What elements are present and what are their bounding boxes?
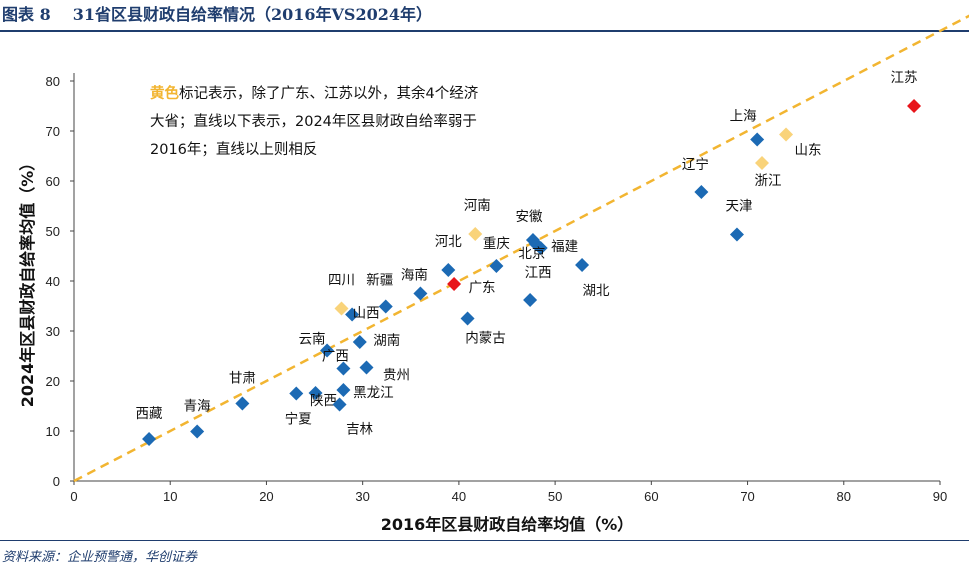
x-tick-label: 10 [163, 489, 177, 504]
data-point-marker [528, 237, 543, 251]
chart-annotation: 黄色标记表示，除了广东、江苏以外，其余4个经济大省；直线以下表示，2024年区县… [150, 80, 490, 164]
data-point-label: 江西 [525, 265, 552, 281]
data-point-label: 陕西 [310, 393, 337, 409]
data-point-marker [779, 127, 794, 142]
data-point-marker [729, 227, 744, 242]
y-tick-label: 80 [46, 74, 60, 89]
data-point-label: 湖南 [373, 333, 400, 349]
data-point-label: 上海 [730, 109, 757, 125]
title-rule [0, 30, 969, 32]
data-point-label: 福建 [551, 239, 578, 255]
data-point-label: 山东 [795, 143, 822, 159]
annotation-highlight: 黄色 [150, 86, 179, 102]
data-point-marker [907, 99, 922, 113]
data-point-label: 广西 [322, 349, 349, 365]
data-point-marker [575, 258, 590, 272]
y-tick-label: 30 [46, 324, 60, 339]
data-point-marker [289, 386, 304, 401]
x-tick-label: 0 [70, 489, 77, 504]
x-tick-label: 70 [740, 489, 754, 504]
data-point-marker [378, 299, 393, 314]
x-axis-title: 2016年区县财政自给率均值（%） [381, 515, 634, 534]
data-point-marker [352, 335, 367, 349]
y-tick-label: 40 [46, 274, 60, 289]
data-point-label: 吉林 [346, 422, 373, 438]
data-point-marker [754, 156, 769, 170]
data-point-label: 内蒙古 [465, 331, 506, 347]
y-tick-label: 60 [46, 174, 60, 189]
data-point-marker [308, 386, 323, 400]
data-point-label: 四川 [328, 273, 355, 289]
y-tick-label: 20 [46, 374, 60, 389]
data-point-label: 海南 [401, 268, 428, 284]
source-rule [0, 540, 969, 541]
data-point-marker [447, 277, 462, 291]
data-point-label: 云南 [299, 332, 326, 348]
data-point-label: 安徽 [515, 209, 543, 225]
data-point-label: 黑龙江 [353, 385, 394, 401]
data-point-label: 新疆 [366, 273, 393, 289]
y-tick-label: 0 [53, 474, 60, 489]
data-point-label: 西藏 [136, 406, 163, 422]
data-point-label: 辽宁 [682, 156, 709, 173]
x-tick-label: 20 [259, 489, 273, 504]
data-point-marker [334, 301, 349, 316]
data-point-label: 宁夏 [285, 411, 312, 428]
data-point-label: 重庆 [483, 236, 510, 252]
reference-line [73, 14, 969, 483]
data-point-label: 山西 [353, 306, 380, 322]
data-point-label: 江苏 [891, 70, 918, 86]
figure-title-text: 31省区县财政自给率情况（2016年VS2024年） [72, 5, 433, 24]
data-point-label: 甘肃 [229, 371, 256, 387]
data-point-label: 青海 [184, 399, 211, 415]
data-point-label: 天津 [725, 199, 752, 215]
data-point-label: 北京 [518, 246, 545, 262]
x-tick-label: 40 [452, 489, 466, 504]
data-point-marker [694, 185, 709, 199]
data-point-marker [336, 383, 351, 397]
x-tick-label: 90 [933, 489, 947, 504]
data-point-marker [750, 132, 765, 147]
annotation-text: 标记表示，除了广东、江苏以外，其余4个经济大省；直线以下表示，2024年区县财政… [150, 86, 479, 158]
figure-title: 图表 8 31省区县财政自给率情况（2016年VS2024年） [2, 3, 967, 31]
data-point-marker [413, 286, 428, 301]
data-point-marker [460, 311, 475, 326]
data-point-marker [468, 227, 483, 241]
source-text: 资料来源：企业预警通，华创证券 [2, 550, 198, 565]
data-point-label: 贵州 [383, 368, 410, 384]
figure-number: 图表 8 [2, 5, 51, 24]
y-axis-title: 2024年区县财政自给率均值（%） [18, 155, 37, 408]
data-point-marker [359, 360, 374, 375]
y-tick-label: 50 [46, 224, 60, 239]
data-point-marker [235, 396, 250, 411]
x-tick-label: 50 [548, 489, 562, 504]
data-point-label: 河北 [435, 234, 462, 250]
data-point-marker [190, 424, 205, 439]
data-point-label: 湖北 [583, 283, 611, 299]
data-point-label: 广东 [469, 280, 496, 296]
data-point-marker [142, 432, 157, 446]
data-point-marker [336, 361, 351, 376]
y-tick-label: 70 [46, 124, 60, 139]
x-tick-label: 80 [837, 489, 851, 504]
data-point-marker [345, 307, 360, 322]
data-point-marker [320, 343, 335, 358]
x-tick-label: 60 [644, 489, 658, 504]
data-point-label: 河南 [464, 198, 491, 214]
data-point-label: 浙江 [754, 173, 781, 189]
x-tick-label: 30 [355, 489, 369, 504]
data-point-marker [523, 293, 538, 307]
data-point-marker [332, 397, 347, 412]
y-tick-label: 10 [46, 424, 60, 439]
data-point-marker [489, 259, 504, 273]
data-point-marker [441, 263, 456, 277]
